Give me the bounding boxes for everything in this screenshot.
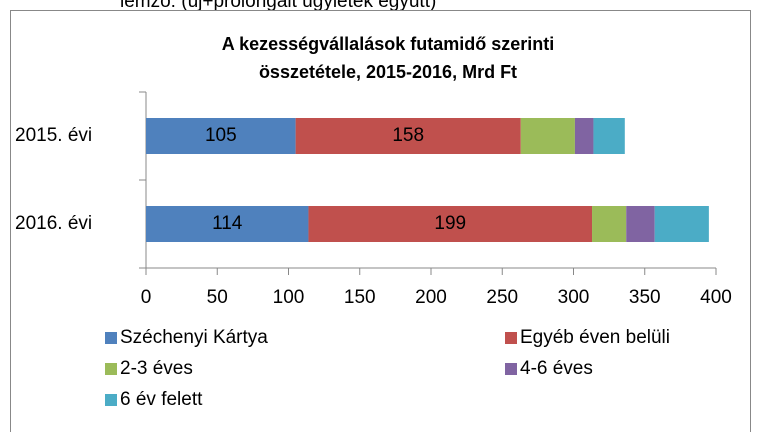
- page-header: lemző: (új+prolongált ügyletek együtt): [120, 0, 436, 12]
- x-tick-label: 50: [207, 287, 228, 308]
- legend-label: 4-6 éves: [520, 358, 593, 379]
- x-tick-label: 200: [415, 287, 447, 308]
- chart-frame: [10, 10, 751, 432]
- legend-swatch: [105, 394, 117, 406]
- bar-segment: [626, 206, 655, 242]
- x-tick-label: 0: [141, 287, 152, 308]
- bar-segment: [592, 206, 627, 242]
- legend-swatch: [105, 363, 117, 375]
- x-tick-label: 400: [700, 287, 732, 308]
- bar-segment: [146, 118, 296, 154]
- legend-swatch: [105, 332, 117, 344]
- bar-segment: [574, 118, 594, 154]
- bar-segment: [593, 118, 625, 154]
- data-label: 105: [205, 125, 237, 146]
- chart-title: A kezességvállalások futamidő szerinti: [222, 34, 554, 54]
- x-tick-label: 100: [273, 287, 305, 308]
- x-tick-label: 150: [344, 287, 376, 308]
- x-tick-label: 350: [629, 287, 661, 308]
- legend-swatch: [505, 363, 517, 375]
- data-label: 114: [212, 213, 243, 234]
- legend-label: 2-3 éves: [120, 358, 193, 379]
- bar-segment: [308, 206, 593, 242]
- legend-label: Széchenyi Kártya: [120, 327, 268, 348]
- y-tick-label: 2016. évi: [15, 213, 92, 234]
- chart-title: összetétele, 2015-2016, Mrd Ft: [259, 62, 517, 82]
- legend-label: Egyéb éven belüli: [520, 327, 670, 348]
- bar-segment: [146, 206, 309, 242]
- x-tick-label: 250: [486, 287, 518, 308]
- bar-segment: [654, 206, 709, 242]
- x-tick-label: 300: [558, 287, 590, 308]
- data-label: 199: [434, 213, 466, 234]
- data-label: 158: [392, 125, 424, 146]
- legend-swatch: [505, 332, 517, 344]
- bar-segment: [295, 118, 521, 154]
- y-tick-label: 2015. évi: [15, 125, 92, 146]
- legend-label: 6 év felett: [120, 389, 203, 410]
- bar-segment: [520, 118, 575, 154]
